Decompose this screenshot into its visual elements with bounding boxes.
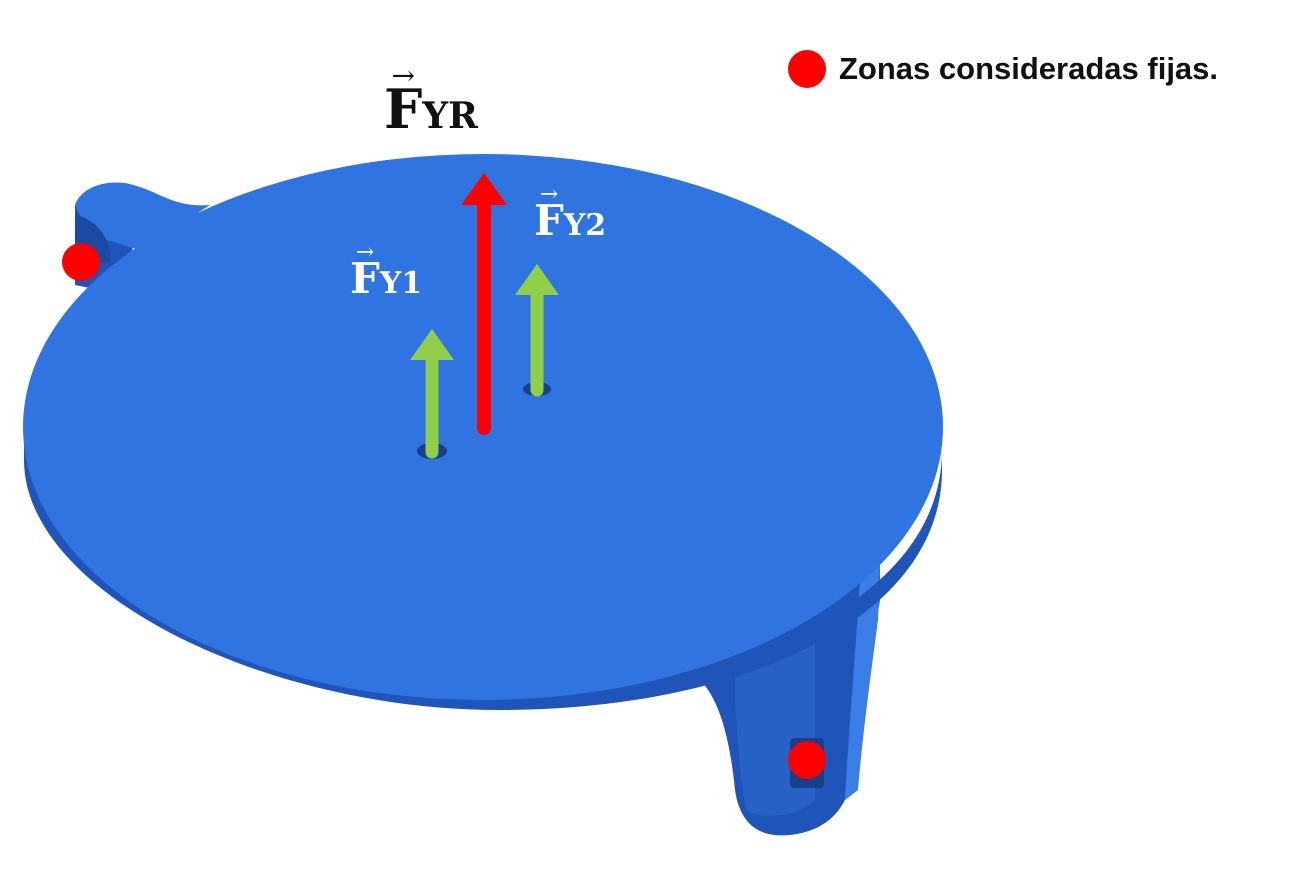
fixed-zone-left [62,243,100,281]
arrow-fy2 [515,264,559,397]
force-label-fyr: → F YR [384,59,478,141]
legend: Zonas consideradas fijas. [788,50,1218,88]
force-fyr-main: → F [384,59,423,141]
vector-arrow-icon: → [391,59,415,92]
force-fy2-sub: Y2 [563,208,607,243]
vector-arrow-icon: → [539,182,559,207]
red-dot-icon [788,50,826,88]
force-fy1-main: → F [350,240,380,303]
force-fy1-sub: Y1 [379,266,423,301]
force-fy2-main: → F [534,182,564,245]
arrow-fyr [461,173,507,435]
legend-label: Zonas consideradas fijas. [839,51,1219,86]
force-label-fy1: → F Y1 [350,240,423,303]
fixed-zone-bracket [788,741,826,779]
vector-arrow-icon: → [355,240,375,265]
force-fyr-sub: YR [422,95,478,137]
force-label-fy2: → F Y2 [534,182,607,245]
arrow-fy1 [410,329,454,459]
